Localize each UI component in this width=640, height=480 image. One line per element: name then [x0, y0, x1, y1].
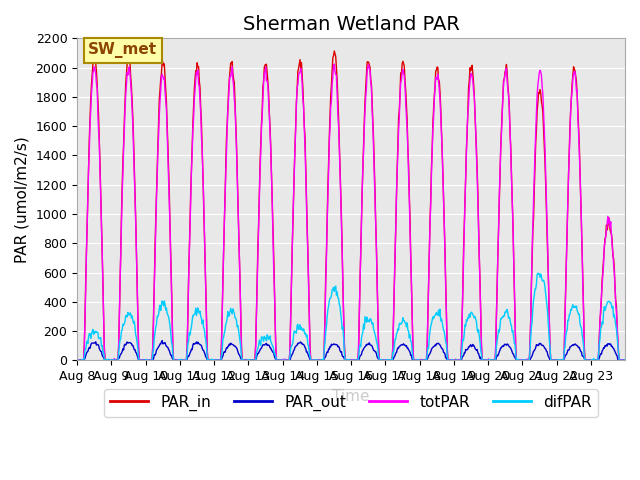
PAR_in	[330, 48, 338, 54]
difPAR	[287, 346, 294, 351]
PAR_out	[267, 345, 275, 351]
PAR_out	[409, 358, 417, 363]
Line: difPAR: difPAR	[77, 273, 625, 360]
difPAR	[266, 333, 274, 339]
difPAR	[534, 270, 541, 276]
PAR_in	[138, 357, 146, 363]
PAR_out	[287, 353, 295, 359]
PAR_in	[266, 124, 274, 130]
PAR_out	[240, 358, 248, 363]
PAR_out	[621, 358, 629, 363]
difPAR	[239, 357, 246, 362]
PAR_in	[74, 357, 81, 363]
difPAR	[138, 358, 146, 363]
totPAR	[621, 357, 629, 363]
PAR_in	[239, 357, 246, 362]
difPAR	[439, 324, 447, 330]
totPAR	[266, 111, 273, 117]
PAR_in	[621, 357, 629, 363]
PAR_in	[409, 342, 417, 348]
PAR_out	[74, 357, 81, 363]
Y-axis label: PAR (umol/m2/s): PAR (umol/m2/s)	[15, 136, 30, 263]
totPAR	[330, 61, 338, 67]
Title: Sherman Wetland PAR: Sherman Wetland PAR	[243, 15, 460, 34]
totPAR	[286, 344, 294, 349]
PAR_in	[74, 358, 82, 363]
PAR_out	[138, 358, 146, 363]
Line: PAR_in: PAR_in	[77, 51, 625, 360]
Text: SW_met: SW_met	[88, 42, 157, 59]
totPAR	[138, 357, 145, 362]
totPAR	[238, 358, 246, 363]
PAR_in	[287, 312, 294, 318]
totPAR	[74, 358, 81, 363]
difPAR	[75, 358, 83, 363]
Line: PAR_out: PAR_out	[77, 341, 625, 360]
PAR_out	[75, 358, 83, 363]
PAR_out	[158, 338, 166, 344]
PAR_in	[440, 196, 447, 202]
PAR_out	[440, 349, 447, 355]
Line: totPAR: totPAR	[77, 64, 625, 360]
totPAR	[408, 314, 416, 320]
difPAR	[74, 357, 81, 362]
totPAR	[439, 173, 447, 179]
difPAR	[621, 357, 629, 362]
difPAR	[408, 348, 416, 354]
X-axis label: Time: Time	[332, 389, 370, 404]
Legend: PAR_in, PAR_out, totPAR, difPAR: PAR_in, PAR_out, totPAR, difPAR	[104, 389, 598, 417]
